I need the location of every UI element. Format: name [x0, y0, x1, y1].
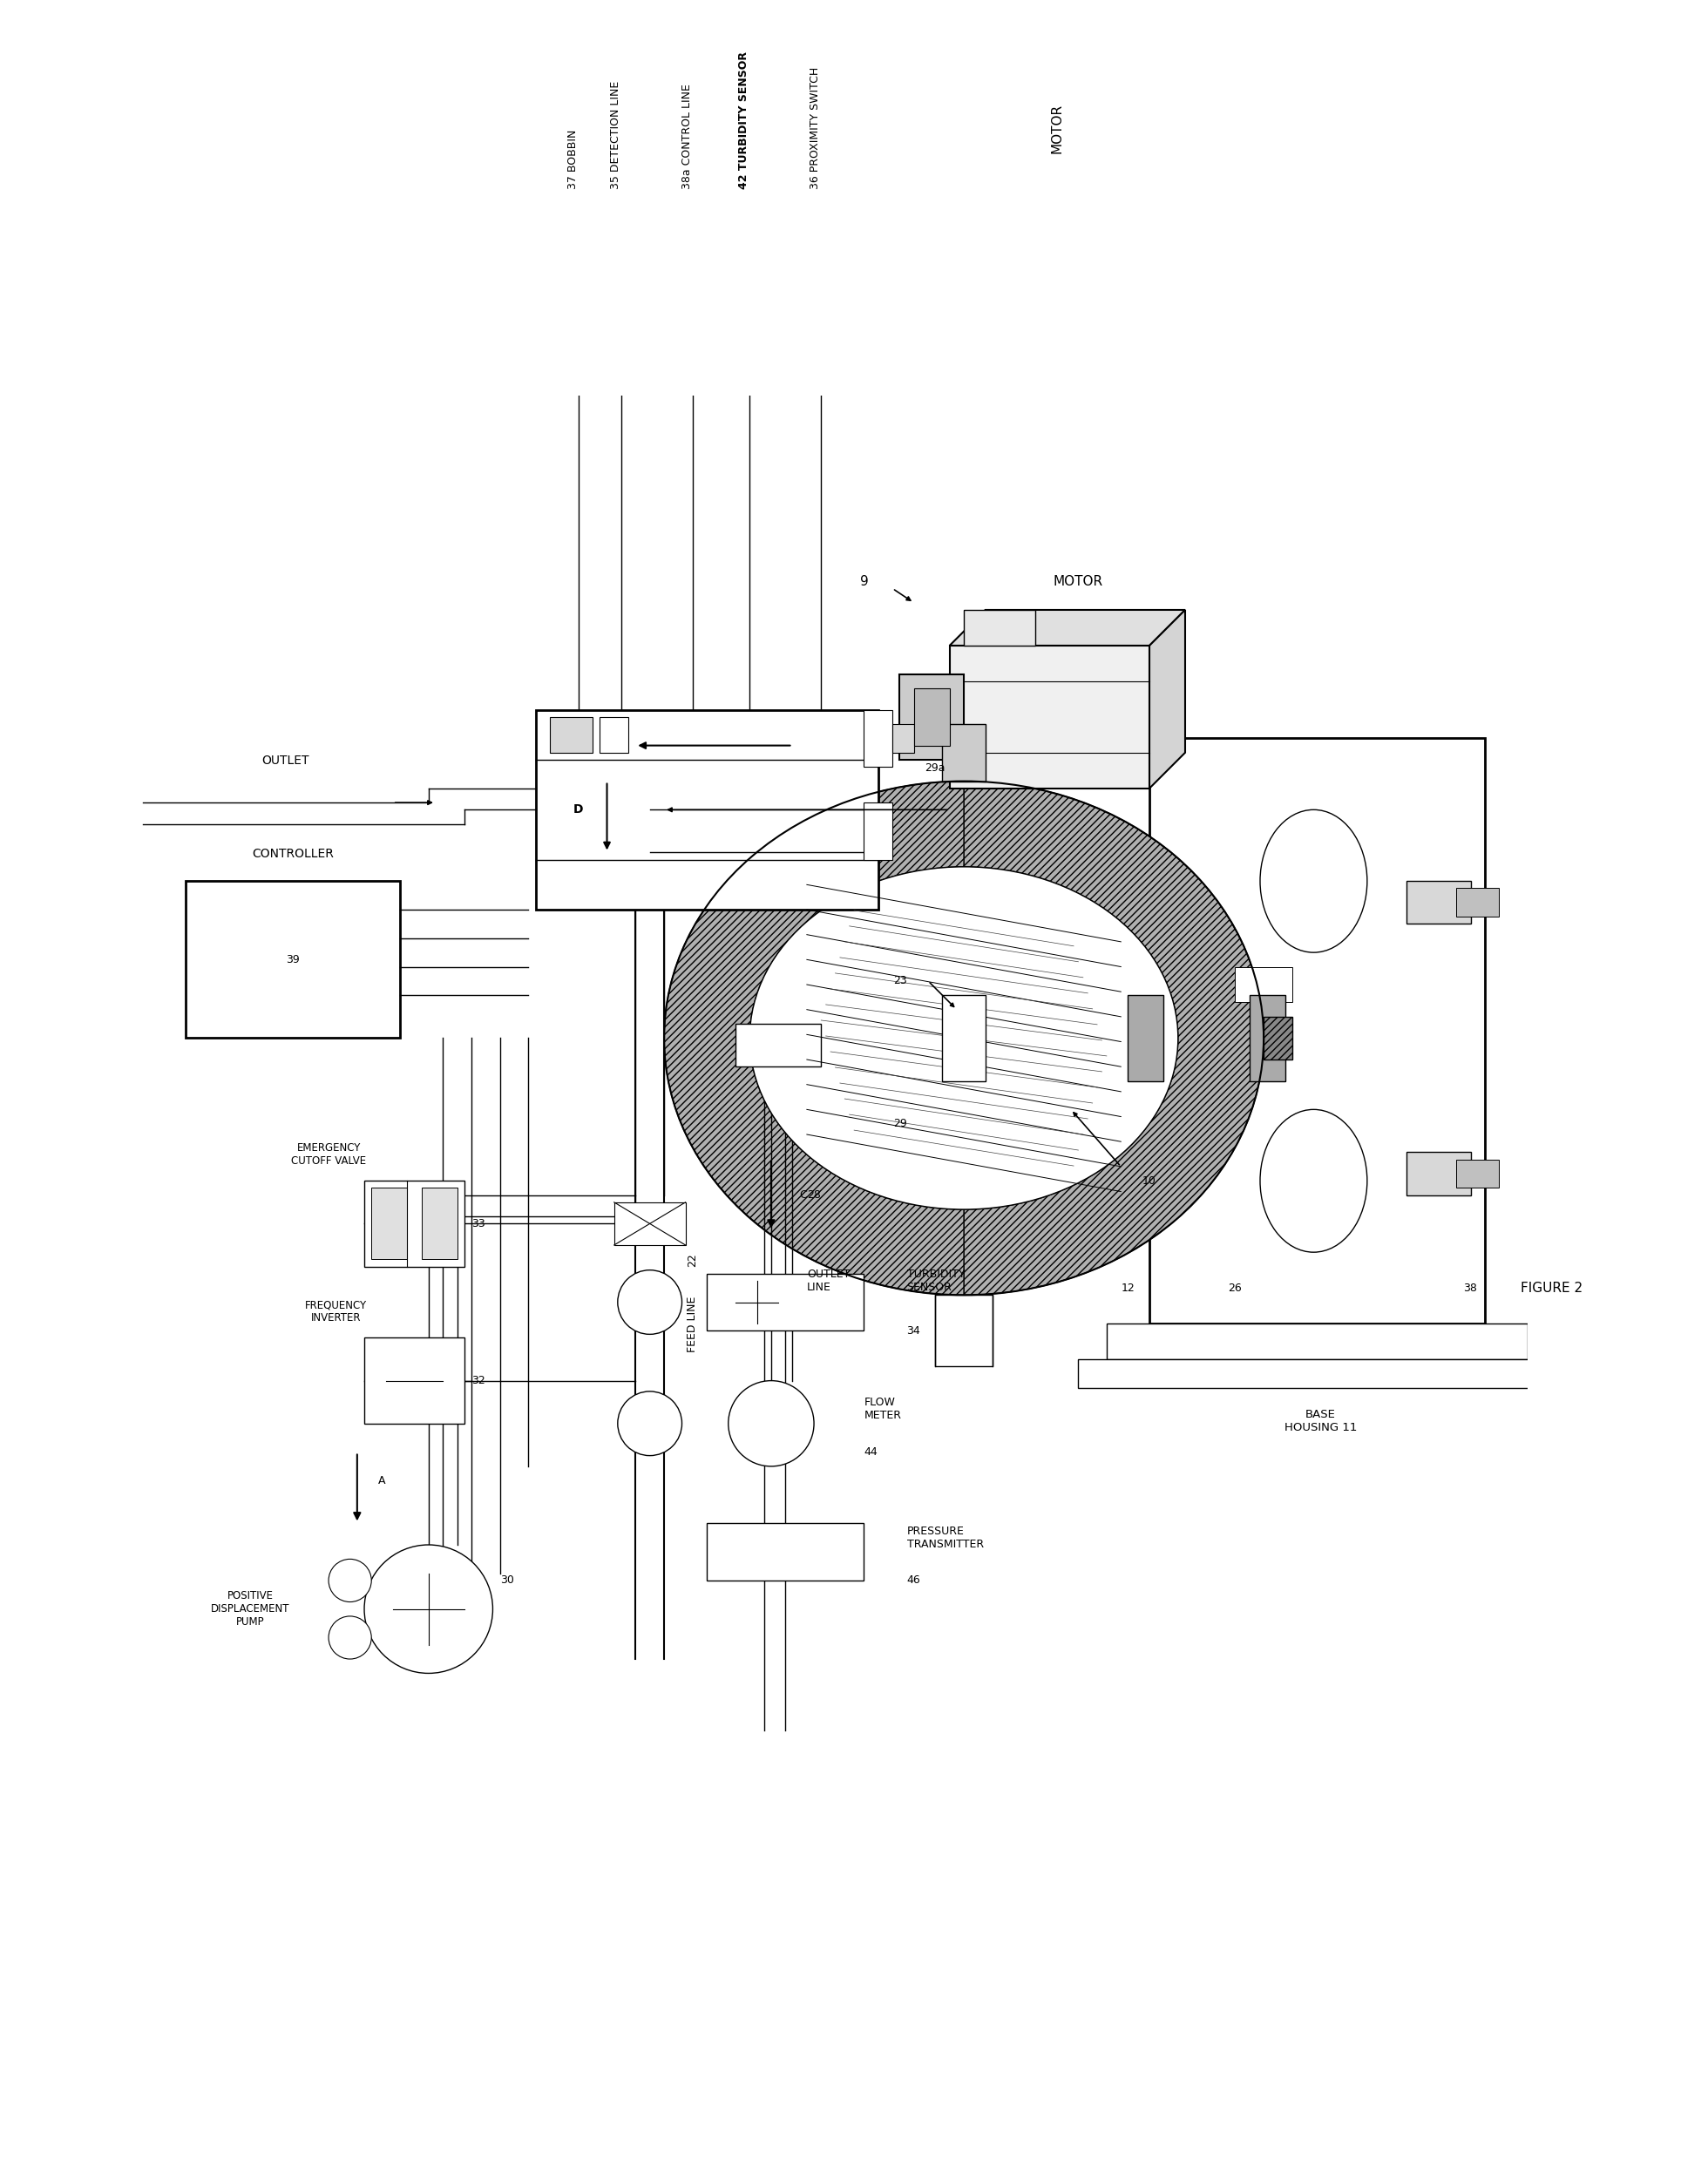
- Text: 36 PROXIMITY SWITCH: 36 PROXIMITY SWITCH: [810, 68, 822, 190]
- Text: FIGURE 2: FIGURE 2: [1520, 1282, 1583, 1295]
- Text: 9: 9: [859, 576, 868, 589]
- Text: 38a CONTROL LINE: 38a CONTROL LINE: [681, 83, 693, 190]
- Polygon shape: [1149, 610, 1185, 789]
- Bar: [1107, 1323, 1527, 1360]
- Bar: [1078, 1360, 1556, 1389]
- Text: BASE
HOUSING 11: BASE HOUSING 11: [1284, 1408, 1358, 1434]
- Text: 39: 39: [285, 955, 301, 966]
- Text: PRESSURE
TRANSMITTER: PRESSURE TRANSMITTER: [907, 1526, 984, 1550]
- Bar: [1149, 1009, 1264, 1066]
- Bar: [1457, 887, 1500, 918]
- Text: 37 BOBBIN: 37 BOBBIN: [567, 129, 579, 190]
- Bar: [550, 717, 593, 752]
- Bar: [943, 996, 986, 1081]
- Bar: [914, 689, 950, 746]
- Bar: [1264, 1016, 1293, 1059]
- Bar: [864, 802, 893, 859]
- Bar: [893, 724, 914, 752]
- Bar: [936, 1295, 992, 1367]
- Text: MOTOR: MOTOR: [1050, 102, 1064, 153]
- Bar: [364, 1182, 465, 1267]
- Polygon shape: [664, 780, 963, 1295]
- Polygon shape: [950, 610, 1185, 645]
- Ellipse shape: [1261, 809, 1366, 953]
- Bar: [1457, 1160, 1500, 1188]
- Bar: [1235, 966, 1293, 1003]
- Text: 32: 32: [471, 1376, 485, 1386]
- Bar: [422, 1188, 458, 1260]
- Text: 42 TURBIDITY SENSOR: 42 TURBIDITY SENSOR: [738, 50, 750, 190]
- Bar: [1149, 739, 1484, 1323]
- Circle shape: [618, 1271, 681, 1334]
- Text: D: D: [574, 804, 584, 815]
- Bar: [600, 717, 629, 752]
- Bar: [736, 1025, 822, 1066]
- Ellipse shape: [750, 868, 1179, 1210]
- Bar: [371, 1188, 407, 1260]
- Text: 22: 22: [687, 1253, 699, 1267]
- Text: 29a: 29a: [926, 763, 946, 774]
- Circle shape: [618, 1391, 681, 1456]
- Bar: [615, 1201, 685, 1245]
- Circle shape: [328, 1615, 371, 1659]
- Bar: [950, 645, 1149, 789]
- Text: 10: 10: [1143, 1175, 1156, 1186]
- Text: MOTOR: MOTOR: [1054, 576, 1103, 589]
- Bar: [963, 610, 1035, 645]
- Text: OUTLET
LINE: OUTLET LINE: [806, 1269, 851, 1293]
- Text: 46: 46: [907, 1574, 921, 1587]
- Text: 28: 28: [806, 1190, 820, 1201]
- Bar: [864, 711, 893, 767]
- Bar: [1127, 996, 1163, 1081]
- Text: FEED LINE: FEED LINE: [687, 1297, 699, 1352]
- Bar: [1406, 881, 1471, 924]
- Polygon shape: [963, 780, 1264, 1295]
- Bar: [186, 881, 400, 1038]
- Text: 33: 33: [471, 1219, 485, 1230]
- Bar: [364, 1339, 465, 1424]
- Text: 26: 26: [1228, 1282, 1242, 1293]
- Text: POSITIVE
DISPLACEMENT
PUMP: POSITIVE DISPLACEMENT PUMP: [210, 1591, 289, 1628]
- Text: 34: 34: [907, 1325, 921, 1336]
- Text: A: A: [379, 1476, 386, 1487]
- Circle shape: [364, 1546, 494, 1674]
- Text: CONTROLLER: CONTROLLER: [253, 848, 333, 859]
- Circle shape: [728, 1380, 815, 1467]
- Text: TURBIDITY
SENSOR: TURBIDITY SENSOR: [907, 1269, 965, 1293]
- Bar: [1136, 868, 1163, 1195]
- Bar: [900, 674, 963, 761]
- Bar: [707, 1273, 864, 1330]
- Text: 35 DETECTION LINE: 35 DETECTION LINE: [610, 81, 622, 190]
- Bar: [536, 711, 878, 909]
- Text: 38: 38: [1464, 1282, 1477, 1293]
- Bar: [1406, 1153, 1471, 1195]
- Bar: [943, 724, 986, 780]
- Text: EMERGENCY
CUTOFF VALVE: EMERGENCY CUTOFF VALVE: [290, 1142, 366, 1166]
- Circle shape: [328, 1559, 371, 1602]
- Text: FLOW
METER: FLOW METER: [864, 1397, 902, 1421]
- Text: 44: 44: [864, 1445, 878, 1458]
- Text: 30: 30: [500, 1574, 514, 1587]
- Ellipse shape: [1261, 1110, 1366, 1251]
- Bar: [707, 1524, 864, 1580]
- Text: 12: 12: [1122, 1282, 1136, 1293]
- Text: C: C: [799, 1190, 808, 1201]
- Text: 23: 23: [893, 974, 907, 988]
- Text: 29: 29: [893, 1118, 907, 1129]
- Text: FREQUENCY
INVERTER: FREQUENCY INVERTER: [304, 1299, 367, 1323]
- Bar: [1249, 996, 1284, 1081]
- Text: OUTLET: OUTLET: [261, 754, 309, 767]
